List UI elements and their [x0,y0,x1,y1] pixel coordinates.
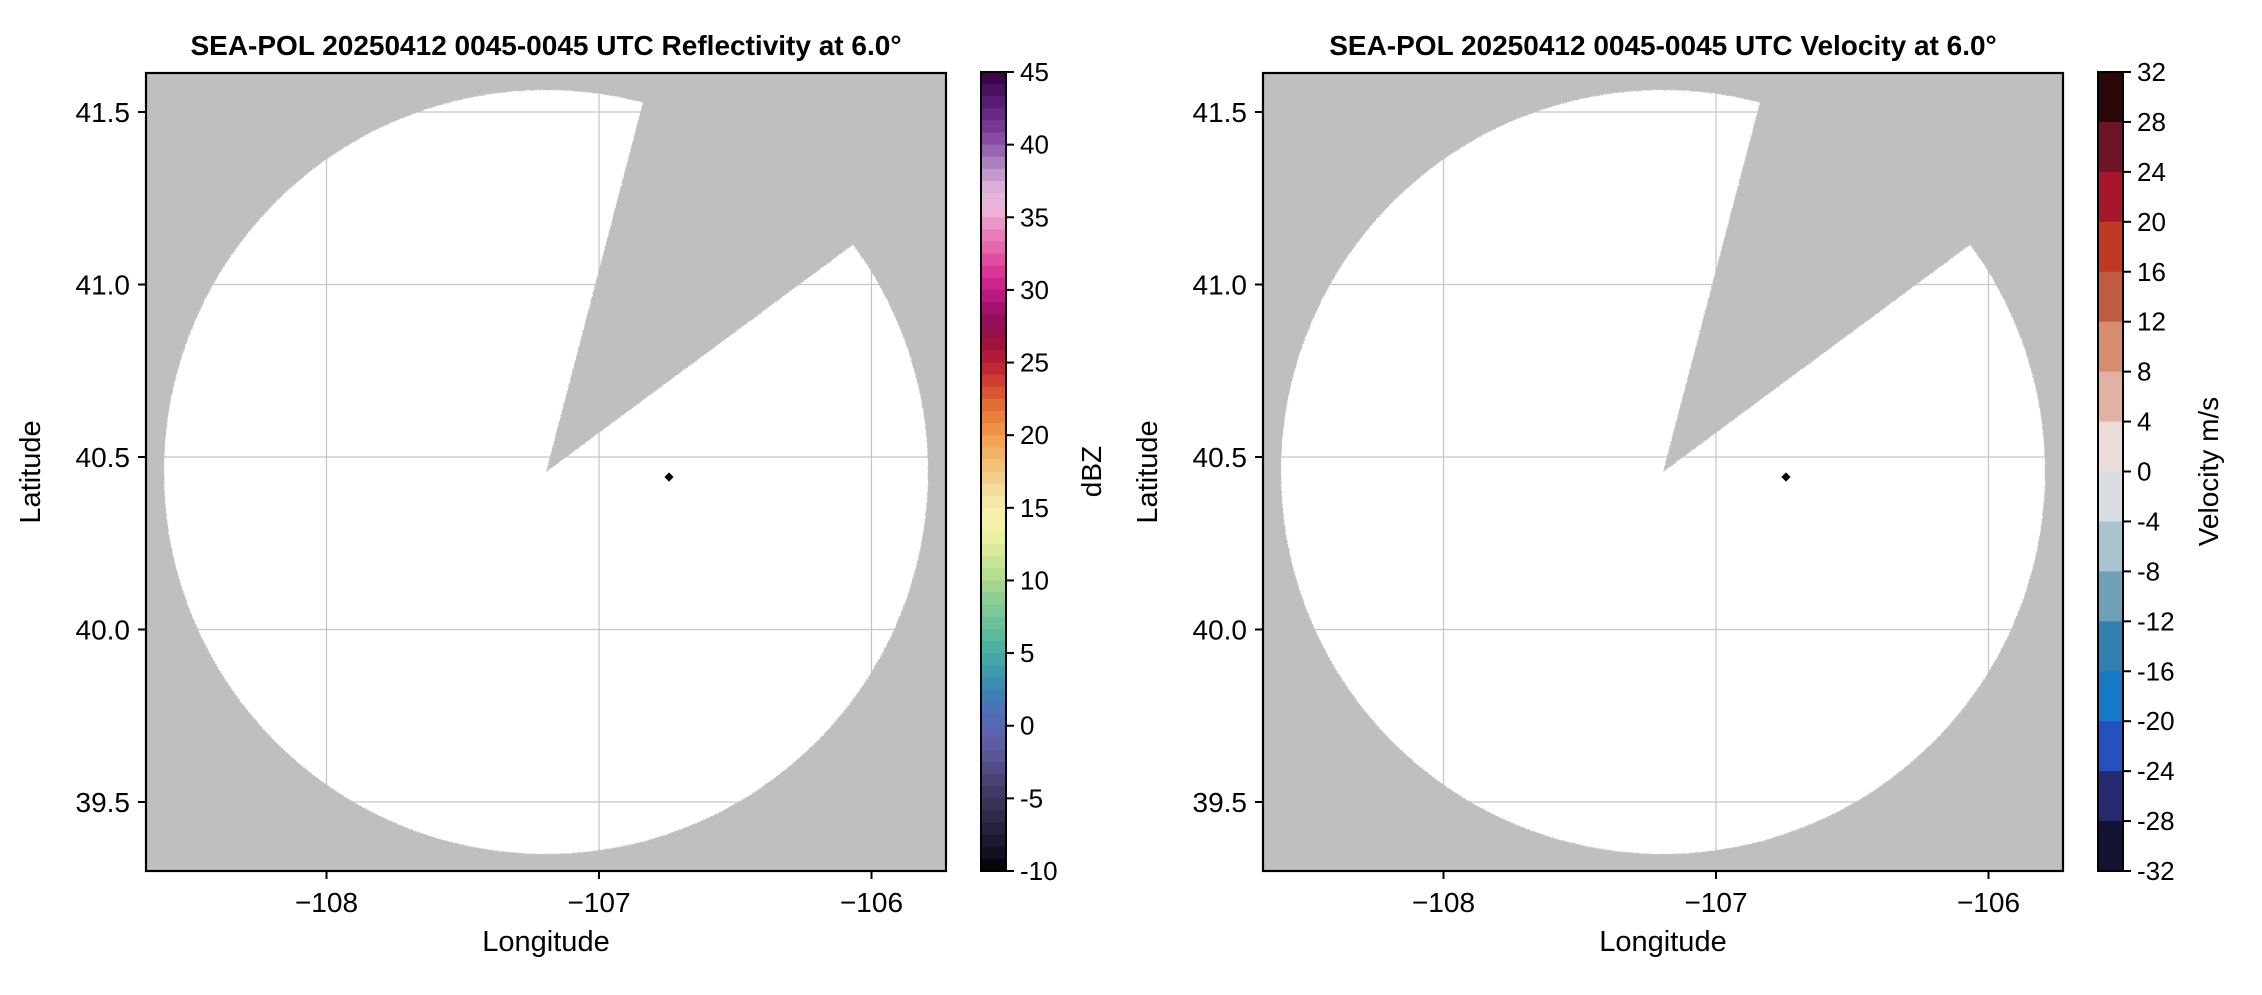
svg-text:−108: −108 [1412,887,1475,918]
svg-text:40: 40 [1020,130,1049,160]
svg-text:-32: -32 [2137,856,2175,886]
svg-text:Longitude: Longitude [1599,926,1726,958]
svg-text:40.5: 40.5 [76,442,131,473]
svg-text:5: 5 [1020,638,1034,668]
svg-text:−107: −107 [1684,887,1747,918]
svg-text:-8: -8 [2137,556,2160,586]
svg-text:40.0: 40.0 [76,615,131,646]
svg-text:−106: −106 [840,887,903,918]
svg-text:SEA-POL 20250412 0045-0045 UTC: SEA-POL 20250412 0045-0045 UTC Velocity … [1329,30,1997,61]
svg-text:39.5: 39.5 [76,787,131,818]
svg-text:41.5: 41.5 [76,97,131,128]
svg-text:12: 12 [2137,307,2166,337]
svg-text:SEA-POL 20250412 0045-0045 UTC: SEA-POL 20250412 0045-0045 UTC Reflectiv… [190,30,901,61]
svg-text:20: 20 [1020,420,1049,450]
svg-text:Latitude: Latitude [15,420,47,523]
svg-text:41.0: 41.0 [1193,270,1248,301]
svg-text:28: 28 [2137,107,2166,137]
svg-text:20: 20 [2137,207,2166,237]
svg-text:15: 15 [1020,493,1049,523]
svg-text:dBZ: dBZ [1076,446,1107,497]
svg-text:-5: -5 [1020,783,1043,813]
svg-text:41.5: 41.5 [1193,97,1248,128]
svg-text:−106: −106 [1957,887,2020,918]
svg-text:32: 32 [2137,57,2166,87]
svg-text:0: 0 [2137,457,2151,487]
svg-text:-4: -4 [2137,506,2160,536]
svg-text:41.0: 41.0 [76,270,131,301]
svg-text:40.5: 40.5 [1193,442,1248,473]
svg-text:0: 0 [1020,711,1034,741]
svg-text:−107: −107 [567,887,630,918]
svg-text:-20: -20 [2137,706,2175,736]
svg-text:-16: -16 [2137,656,2175,686]
svg-text:−108: −108 [295,887,358,918]
svg-text:35: 35 [1020,202,1049,232]
svg-text:39.5: 39.5 [1193,787,1248,818]
svg-text:Velocity m/s: Velocity m/s [2193,397,2224,546]
svg-text:4: 4 [2137,407,2151,437]
svg-text:Longitude: Longitude [482,926,609,958]
svg-text:10: 10 [1020,565,1049,595]
svg-text:16: 16 [2137,257,2166,287]
svg-text:45: 45 [1020,57,1049,87]
svg-text:8: 8 [2137,357,2151,387]
svg-text:-24: -24 [2137,756,2175,786]
svg-text:-12: -12 [2137,606,2175,636]
svg-text:-28: -28 [2137,806,2175,836]
svg-text:25: 25 [1020,348,1049,378]
svg-text:30: 30 [1020,275,1049,305]
svg-text:Latitude: Latitude [1132,420,1164,523]
svg-text:24: 24 [2137,157,2166,187]
svg-text:40.0: 40.0 [1193,615,1248,646]
svg-text:-10: -10 [1020,856,1058,886]
